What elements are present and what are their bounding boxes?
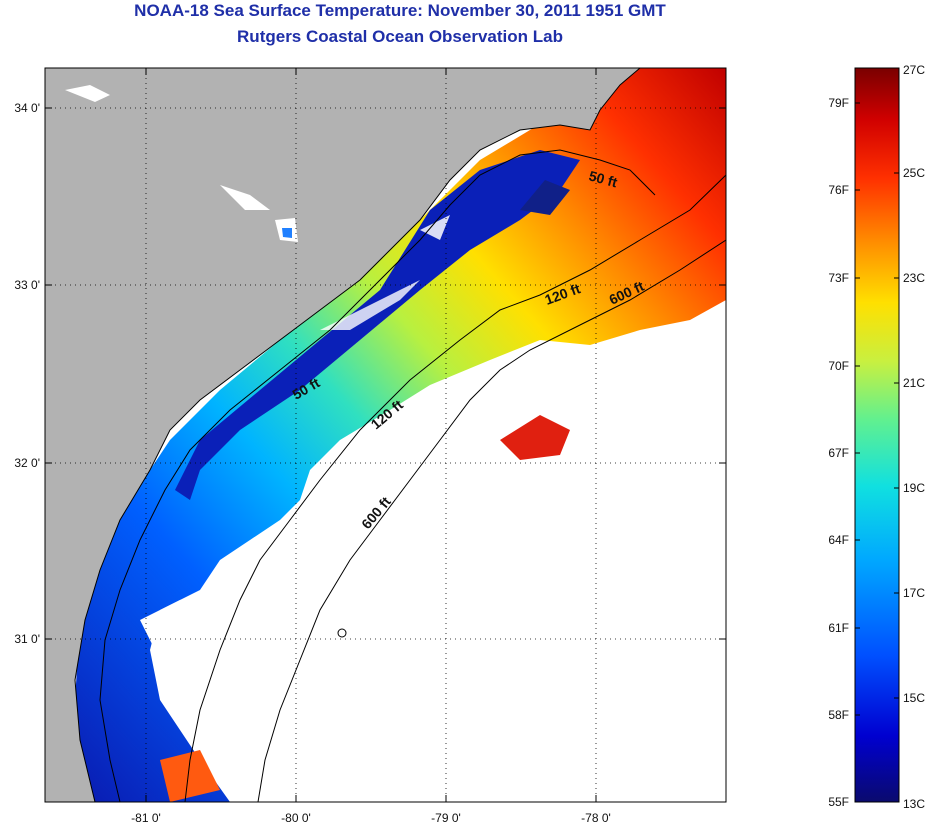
cold-patch xyxy=(520,180,570,215)
map-area: 50 ft 120 ft 600 ft 50 ft 120 ft 600 ft xyxy=(45,68,726,802)
colorbar-c-label: 13C xyxy=(903,797,925,811)
cloud-coastal xyxy=(140,590,260,660)
colorbar-f-label: 67F xyxy=(828,446,849,460)
coastline xyxy=(74,68,641,802)
colorbar-c-label: 23C xyxy=(903,271,925,285)
map-subtitle: Rutgers Coastal Ocean Observation Lab xyxy=(237,27,563,46)
colorbar-f-label: 64F xyxy=(828,533,849,547)
colorbar-c-label: 15C xyxy=(903,691,925,705)
lake xyxy=(282,228,292,238)
colorbar-c-label: 19C xyxy=(903,481,925,495)
cloud-streak xyxy=(320,280,420,330)
warm-eddy xyxy=(500,415,570,460)
colorbar xyxy=(854,67,900,803)
colorbar-c-label: 25C xyxy=(903,166,925,180)
warm-patch-south xyxy=(160,750,220,802)
cloud-offshore xyxy=(240,420,726,802)
colorbar-f-label: 76F xyxy=(828,183,849,197)
colorbar-f-label: 58F xyxy=(828,708,849,722)
contour-600ft xyxy=(257,239,726,802)
lat-label: 31 0' xyxy=(14,632,40,646)
graticule xyxy=(45,68,726,802)
colorbar-c-label: 27C xyxy=(903,63,925,77)
cold-nearshore-band xyxy=(175,150,580,500)
contour-label: 50 ft xyxy=(587,167,619,190)
lake xyxy=(65,85,110,102)
contour-120ft xyxy=(184,174,726,802)
lon-label: -80 0' xyxy=(281,811,311,825)
contour-seamount xyxy=(337,628,347,638)
lat-label: 34 0' xyxy=(14,101,40,115)
map-frame xyxy=(44,67,727,803)
cloud-streak xyxy=(420,215,450,240)
lat-label: 33 0' xyxy=(14,278,40,292)
colorbar-f-label: 73F xyxy=(828,271,849,285)
lat-label: 32 0' xyxy=(14,456,40,470)
contour-50ft xyxy=(99,149,656,802)
lake xyxy=(220,185,270,210)
lon-label: -79 0' xyxy=(431,811,461,825)
colorbar-f-label: 70F xyxy=(828,359,849,373)
lon-label: -81 0' xyxy=(131,811,161,825)
sst-field xyxy=(75,68,726,802)
colorbar-f-label: 55F xyxy=(828,795,849,809)
colorbar-f-label: 61F xyxy=(828,621,849,635)
colorbar-c-label: 17C xyxy=(903,586,925,600)
lon-label: -78 0' xyxy=(581,811,611,825)
land-carolinas xyxy=(45,68,640,802)
colorbar-c-label: 21C xyxy=(903,376,925,390)
map-ticks xyxy=(45,68,726,802)
map-title: NOAA-18 Sea Surface Temperature: Novembe… xyxy=(134,1,666,20)
colorbar-f-label: 79F xyxy=(828,96,849,110)
colorbar-ticks xyxy=(855,102,899,716)
